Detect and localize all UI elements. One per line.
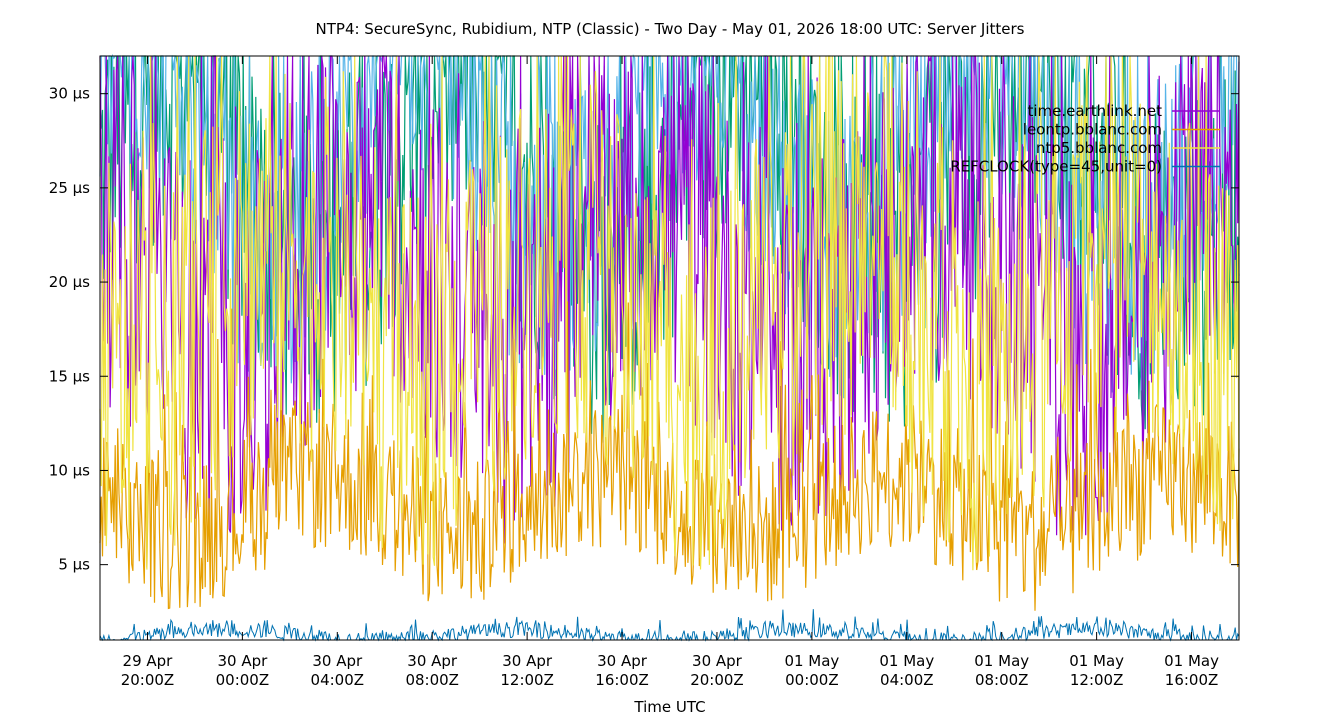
y-tick-label: 10 µs — [49, 461, 90, 479]
series-line-5 — [99, 609, 1240, 642]
chart-title: NTP4: SecureSync, Rubidium, NTP (Classic… — [316, 20, 1025, 38]
legend-label: ntp5.bblanc.com — [1036, 139, 1162, 157]
legend-label: leontp.bblanc.com — [1023, 121, 1162, 139]
y-tick-label: 25 µs — [49, 179, 90, 197]
series-line-4 — [99, 55, 1240, 571]
x-tick-label-time: 20:00Z — [121, 671, 175, 689]
x-tick-label-time: 04:00Z — [880, 671, 934, 689]
x-tick-label-time: 04:00Z — [311, 671, 365, 689]
x-tick-label-time: 16:00Z — [1165, 671, 1219, 689]
series-line-3 — [99, 301, 1240, 611]
x-tick-label-date: 30 Apr — [312, 652, 363, 670]
x-tick-label-date: 30 Apr — [217, 652, 268, 670]
plot-frame — [99, 55, 1240, 641]
legend-label: REFCLOCK(type=45,unit=0) — [950, 158, 1162, 176]
x-tick-label-time: 00:00Z — [216, 671, 270, 689]
x-tick-label-time: 16:00Z — [595, 671, 649, 689]
x-tick-label-date: 30 Apr — [597, 652, 648, 670]
x-tick-label-time: 00:00Z — [785, 671, 839, 689]
x-tick-label-time: 08:00Z — [975, 671, 1029, 689]
y-tick-label: 20 µs — [49, 273, 90, 291]
x-tick-label-date: 01 May — [1164, 652, 1219, 670]
y-tick-label: 30 µs — [49, 85, 90, 103]
x-tick-label-date: 01 May — [879, 652, 934, 670]
x-tick-label-date: 30 Apr — [502, 652, 553, 670]
x-tick-label-time: 20:00Z — [690, 671, 744, 689]
y-axis: 5 µs 10 µs 15 µs 20 µs 25 µs 30 µs — [49, 85, 1239, 574]
x-tick-label-time: 12:00Z — [1070, 671, 1124, 689]
x-tick-label-date: 30 Apr — [692, 652, 743, 670]
y-tick-label: 15 µs — [49, 367, 90, 385]
x-tick-label-time: 08:00Z — [405, 671, 459, 689]
y-tick-label: 5 µs — [58, 556, 90, 574]
x-tick-label-date: 30 Apr — [407, 652, 458, 670]
x-tick-label-date: 01 May — [1069, 652, 1124, 670]
x-tick-label-date: 29 Apr — [123, 652, 174, 670]
plot-series-group — [99, 53, 1240, 642]
legend: time.earthlink.netleontp.bblanc.comntp5.… — [950, 102, 1220, 176]
x-axis-label: Time UTC — [633, 698, 705, 716]
legend-label: time.earthlink.net — [1027, 102, 1162, 120]
x-tick-label-time: 12:00Z — [500, 671, 554, 689]
x-tick-label-date: 01 May — [974, 652, 1029, 670]
x-tick-label-date: 01 May — [784, 652, 839, 670]
